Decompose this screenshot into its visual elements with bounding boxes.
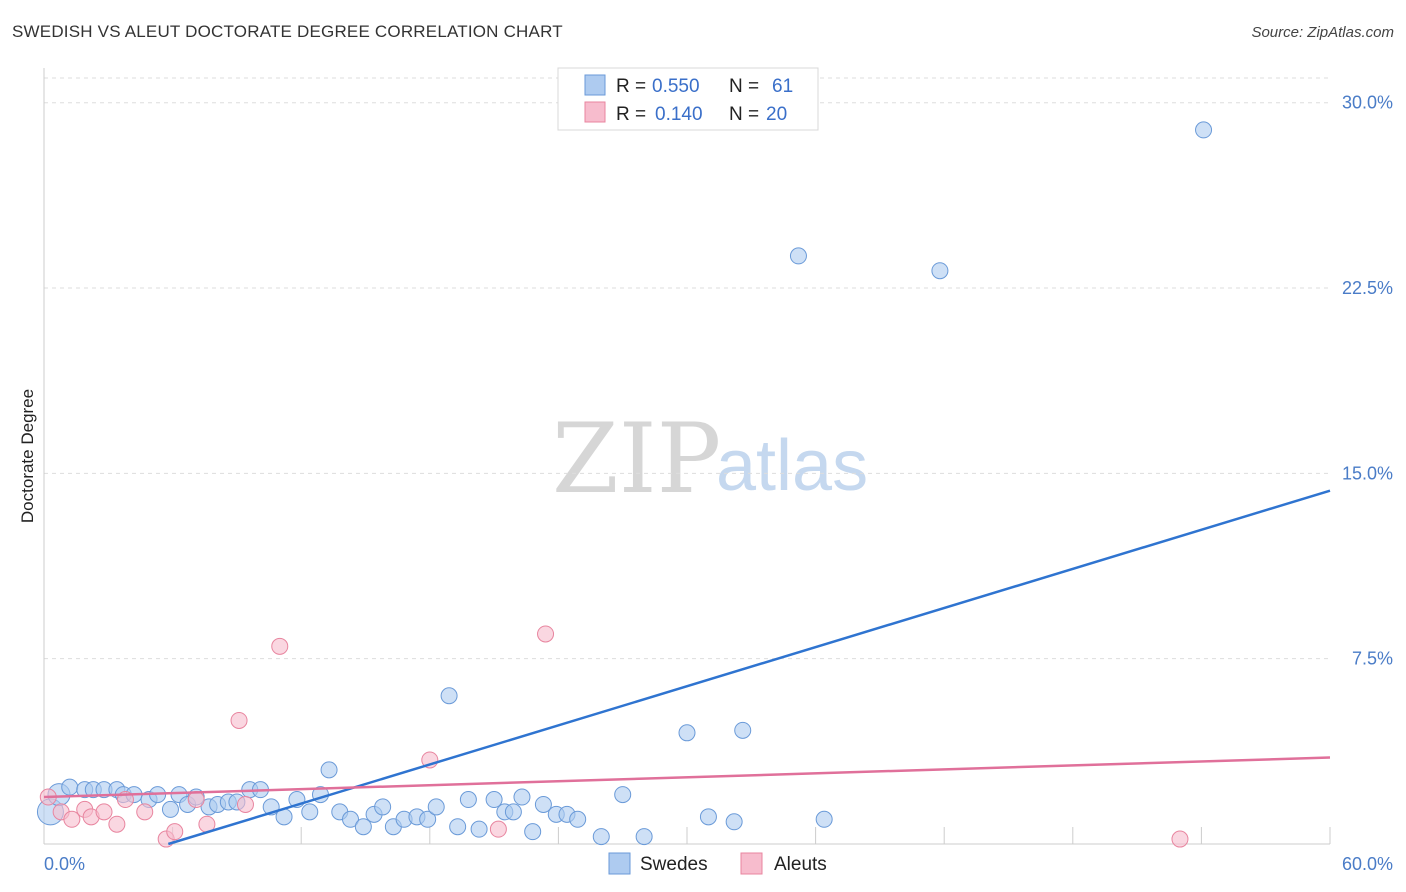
aleuts-point [63,810,81,828]
aleuts-point [1171,830,1189,848]
swedes-point [449,818,467,836]
swedes-point [504,803,522,821]
swedes-series-label: Swedes [640,854,708,875]
swedes-point [301,803,319,821]
swedes-point [569,810,587,828]
swedes-point [789,247,807,265]
aleuts-series-label: Aleuts [774,854,827,875]
watermark-zip: ZIP [552,403,721,515]
series-legend: Swedes Aleuts [608,852,827,875]
swedes-point [354,818,372,836]
aleuts-n-value: 20 [766,104,787,125]
swedes-r-value: 0.550 [652,76,700,97]
aleuts-r-label: R = [616,104,646,125]
x-tick-label: 60.0% [1342,854,1393,874]
swedes-point [419,810,437,828]
aleuts-point [95,803,113,821]
aleuts-r-value: 0.140 [655,104,703,125]
aleuts-series-swatch [740,852,763,875]
swedes-point [815,810,833,828]
swedes-point [320,761,338,779]
swedes-legend-swatch [584,74,606,96]
aleuts-point [166,823,184,841]
aleuts-point [108,815,126,833]
swedes-point [61,778,79,796]
y-tick-labels: 7.5% 15.0% 22.5% 30.0% [1342,93,1393,669]
aleuts-point [136,803,154,821]
swedes-point [931,262,949,280]
aleuts-point [489,820,507,838]
y-tick-label: 15.0% [1342,463,1393,483]
aleuts-point [230,711,248,729]
swedes-point [592,828,610,846]
swedes-point [161,800,179,818]
stats-legend: R = 0.550 N = 61 R = 0.140 N = 20 [557,67,819,131]
watermark-atlas: atlas [716,426,868,506]
swedes-point [1195,121,1213,139]
swedes-point [470,820,488,838]
swedes-point [513,788,531,806]
y-axis-label: Doctorate Degree [18,389,37,523]
aleuts-point [271,637,289,655]
swedes-series-swatch [608,852,631,875]
swedes-point [725,813,743,831]
axes [43,68,1331,845]
aleuts-point [537,625,555,643]
x-tick-labels: 0.0% 60.0% [44,854,1393,874]
swedes-point [440,687,458,705]
swedes-point [341,810,359,828]
aleuts-n-label: N = [729,104,759,125]
swedes-point [485,791,503,809]
y-tick-label: 30.0% [1342,93,1393,113]
swedes-point [635,828,653,846]
swedes-point [534,795,552,813]
swedes-point [678,724,696,742]
chart-source: Source: ZipAtlas.com [1251,24,1394,41]
swedes-point [699,808,717,826]
aleuts-legend-swatch [584,101,606,123]
swedes-point [374,798,392,816]
aleuts-point [187,791,205,809]
y-tick-label: 7.5% [1352,649,1393,669]
swedes-n-label: N = [729,76,759,97]
x-tick-label: 0.0% [44,854,85,874]
y-tick-label: 22.5% [1342,278,1393,298]
aleuts-point [236,795,254,813]
trend-lines [43,489,1331,846]
aleuts-points [39,625,1189,848]
swedes-point [524,823,542,841]
swedes-trend-line [167,489,1331,846]
swedes-point [614,786,632,804]
grid-lines [44,77,1330,660]
swedes-r-label: R = [616,76,646,97]
aleuts-trend-line [43,756,1331,799]
swedes-point [427,798,445,816]
chart-title: SWEDISH VS ALEUT DOCTORATE DEGREE CORREL… [12,22,563,41]
swedes-point [734,721,752,739]
swedes-point [459,791,477,809]
swedes-n-value: 61 [772,76,793,97]
